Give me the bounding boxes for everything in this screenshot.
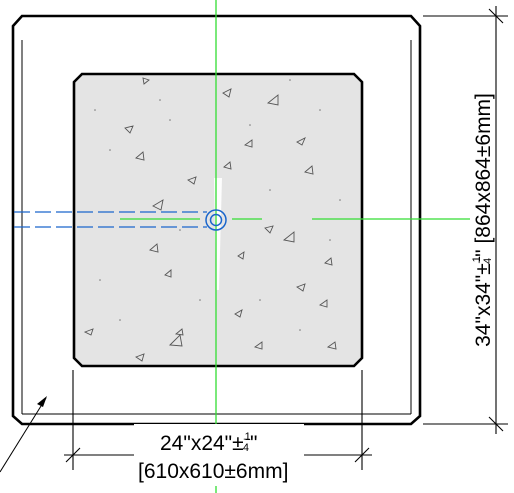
height-dimension-mm: [864x864±6mm] [472, 93, 495, 243]
height-dimension [423, 6, 508, 434]
leader-arrowhead [37, 396, 47, 407]
pipe-end-inner-circle [209, 213, 223, 227]
width-tolerance-inch-mark: " [250, 432, 257, 455]
height-tolerance-numerator: 1 [471, 256, 483, 262]
concrete-speckle-dots [94, 79, 341, 331]
width-dimension-mm: [610x610±6mm] [138, 460, 288, 483]
height-tolerance-denominator: 4 [482, 258, 494, 264]
concrete-aggregate-hatch [83, 77, 337, 362]
width-dim-text-backing [134, 424, 304, 486]
leader-line [0, 397, 47, 473]
width-tolerance-numerator: 1 [245, 431, 251, 443]
width-tolerance-denominator: 4 [243, 442, 249, 454]
width-dimension-inches: 24"x24"±1– 4" [160, 431, 258, 455]
pipe-end-outer-circle [205, 209, 227, 231]
height-dimension-label: 34"x34"±1–4" [864x864±6mm] [471, 93, 495, 347]
pipe-dashed [14, 211, 207, 228]
